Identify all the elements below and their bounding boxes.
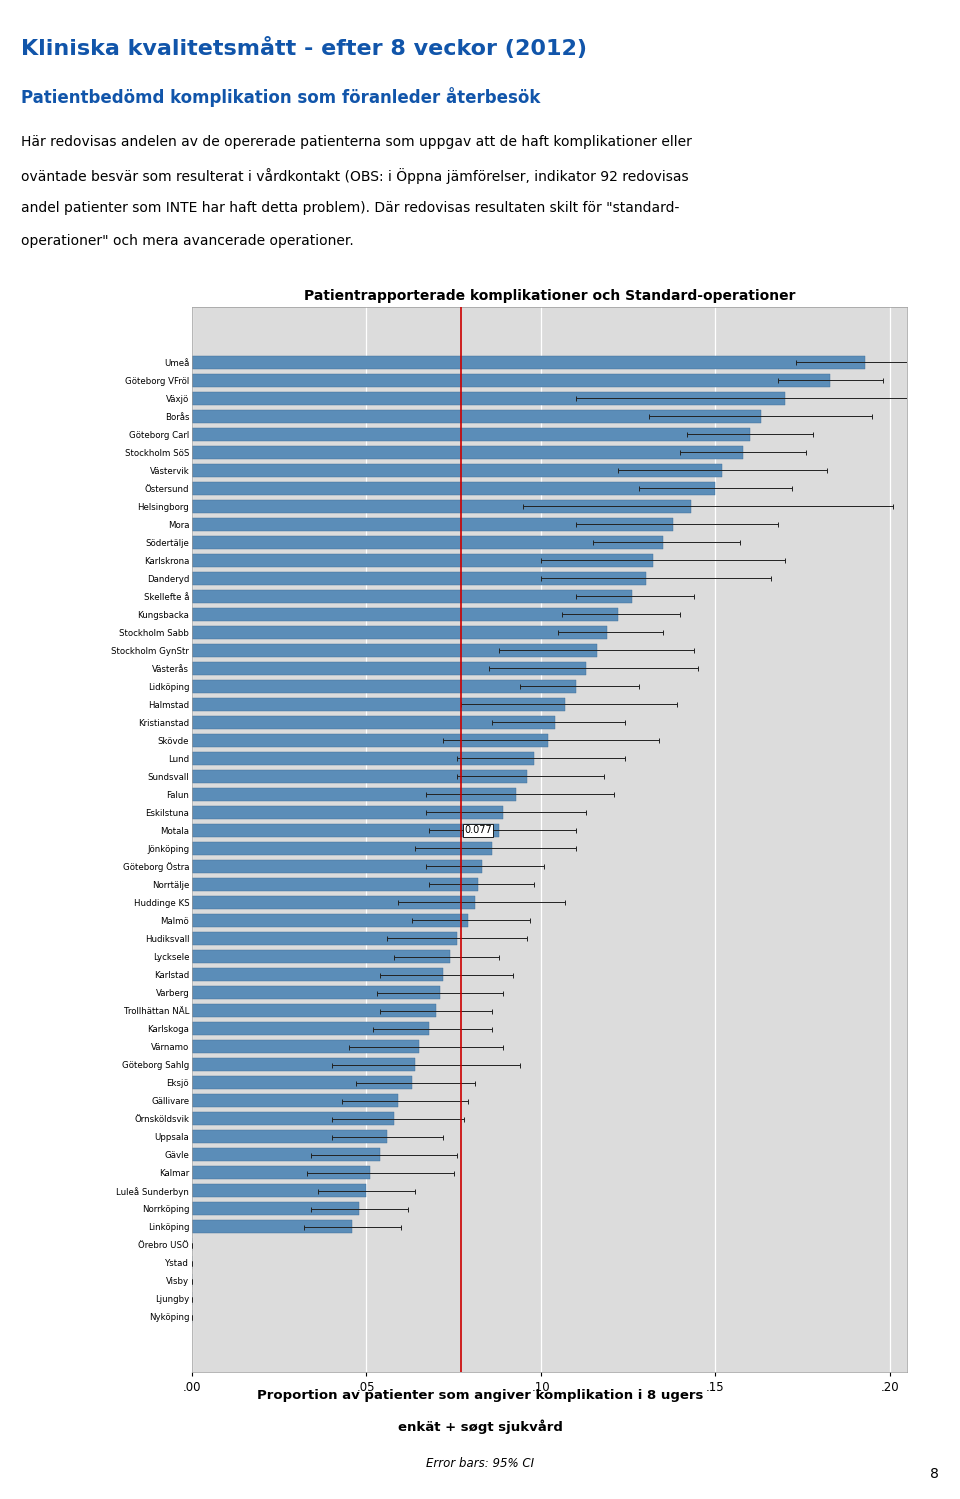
Bar [192,663,587,675]
Bar [192,499,691,513]
Bar [192,553,653,567]
Bar [192,860,482,872]
Text: andel patienter som INTE har haft detta problem). Där redovisas resultaten skilt: andel patienter som INTE har haft detta … [21,201,680,214]
Bar [192,1022,429,1034]
Bar [192,788,516,800]
Bar [192,571,645,585]
Text: oväntade besvär som resulterat i vårdkontakt (OBS: i Öppna jämförelser, indikato: oväntade besvär som resulterat i vårdkon… [21,168,688,184]
Bar [192,1166,370,1180]
Bar [192,517,674,531]
Text: 0.077: 0.077 [464,826,492,835]
Bar [192,752,534,764]
Bar [192,842,492,854]
Bar [192,409,760,423]
Title: Patientrapporterade komplikationer och Standard-operationer: Patientrapporterade komplikationer och S… [304,289,795,303]
Bar [192,445,743,459]
Bar [192,1094,397,1108]
Bar [192,878,478,890]
Bar [192,699,565,711]
Text: operationer" och mera avancerade operationer.: operationer" och mera avancerade operati… [21,234,354,247]
Bar [192,1058,416,1072]
Bar [192,391,785,405]
Bar [192,645,597,657]
Bar [192,1004,436,1016]
Bar [192,932,457,944]
Bar [192,1076,412,1090]
Bar [192,986,440,998]
Bar [192,1130,388,1144]
Bar [192,824,499,836]
Text: Kliniska kvalitetsmått - efter 8 veckor (2012): Kliniska kvalitetsmått - efter 8 veckor … [21,37,588,60]
Bar [192,896,474,908]
Bar [192,627,607,639]
Text: Error bars: 95% CI: Error bars: 95% CI [426,1457,534,1471]
Text: 8: 8 [930,1468,939,1481]
Bar [192,1202,359,1216]
Text: enkät + søgt sjukvård: enkät + søgt sjukvård [397,1420,563,1435]
Bar [192,681,576,693]
Bar [192,770,527,782]
Bar [192,1040,419,1052]
Bar [192,950,450,962]
Bar [192,463,722,477]
Text: Patientbedömd komplikation som föranleder återbesök: Patientbedömd komplikation som föranlede… [21,87,540,106]
Bar [192,427,750,441]
Text: Proportion av patienter som angiver komplikation i 8 ugers: Proportion av patienter som angiver komp… [257,1388,703,1402]
Bar [192,968,444,980]
Bar [192,1184,367,1198]
Text: Här redovisas andelen av de opererade patienterna som uppgav att de haft komplik: Här redovisas andelen av de opererade pa… [21,135,692,148]
Bar [192,373,830,387]
Bar [192,481,715,495]
Bar [192,735,548,747]
Bar [192,914,468,926]
Bar [192,355,865,369]
Bar [192,1112,395,1126]
Bar [192,717,555,729]
Bar [192,1220,352,1234]
Bar [192,1148,380,1162]
Bar [192,607,617,621]
Bar [192,589,632,603]
Bar [192,535,663,549]
Bar [192,806,502,818]
